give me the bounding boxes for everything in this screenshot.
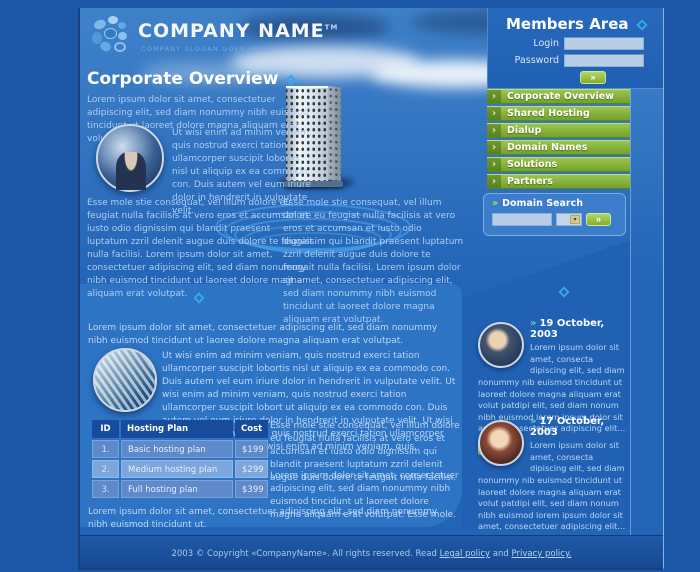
table-cell: Medium hosting plan — [121, 460, 233, 478]
table-cell: 2. — [92, 460, 119, 478]
nav-item-domain-names[interactable]: › Domain Names — [487, 140, 630, 155]
news-date: » 17 October, 2003 — [530, 416, 605, 438]
column-header-plan: Hosting Plan — [121, 420, 233, 438]
trademark: TM — [324, 23, 339, 32]
chevron-right-icon: › — [487, 90, 501, 103]
domain-search-input[interactable] — [492, 213, 552, 226]
news-item: » 17 October, 2003 Lorem ipsum dolor sit … — [478, 416, 628, 554]
webpage: COMPANY NAMETM COMPANY SLOGAN GOES HERE … — [78, 8, 664, 570]
page-footer: 2003 © Copyright «CompanyName». All righ… — [80, 535, 663, 568]
news-text: Lorem ipsum dolor sit amet, consecta dip… — [478, 342, 626, 434]
building-photo — [93, 348, 157, 412]
panel-bottom-text: Lorem ipsum dolor sit amet, consectetuer… — [88, 507, 438, 531]
hosting-plans-table: ID Hosting Plan Cost 1. Basic hosting pl… — [92, 420, 268, 498]
news-text: Lorem ipsum dolor sit amet, consecta dip… — [478, 440, 626, 532]
legal-policy-link[interactable]: Legal policy — [439, 549, 491, 559]
members-area-panel: Members Area Login Password » — [487, 8, 663, 89]
cloud — [140, 62, 270, 84]
column-header-cost: Cost — [235, 420, 268, 438]
company-logo[interactable]: COMPANY NAMETM COMPANY SLOGAN GOES HERE — [90, 14, 338, 54]
chevron-right-icon: › — [487, 175, 501, 188]
domain-search-title: » Domain Search — [492, 198, 583, 209]
login-submit-button[interactable]: » — [580, 71, 606, 84]
panel-side-text-2: Lorem ipsum dolor sit amet, consectetuer… — [270, 471, 459, 521]
logo-text: COMPANY NAMETM COMPANY SLOGAN GOES HERE — [138, 14, 338, 54]
column-header-id: ID — [92, 420, 119, 438]
table-cell: $299 — [235, 460, 268, 478]
panel-intro-text: Lorem ipsum dolor sit amet, consectetuer… — [88, 323, 438, 347]
domain-search-panel: » Domain Search ▾ » — [483, 193, 626, 236]
chevron-right-icon: › — [487, 158, 501, 171]
double-arrow-icon: » — [530, 416, 537, 427]
news-photo-woman — [478, 420, 524, 466]
copyright-text: 2003 © Copyright «CompanyName». All righ… — [171, 549, 440, 559]
company-name: COMPANY NAME — [138, 20, 325, 42]
domain-search-button[interactable]: » — [586, 213, 611, 226]
table-cell: $199 — [235, 440, 268, 458]
login-label: Login — [533, 38, 559, 49]
company-slogan: COMPANY SLOGAN GOES HERE — [141, 45, 272, 53]
chevron-right-icon: › — [487, 124, 501, 137]
diamond-icon — [635, 19, 648, 31]
news-date: » 19 October, 2003 — [530, 318, 605, 340]
businessman-photo — [96, 124, 164, 192]
orbit-rings-graphic — [215, 204, 411, 254]
nav-item-solutions[interactable]: › Solutions — [487, 157, 630, 172]
chevron-right-icon: › — [487, 107, 501, 120]
dropdown-arrow-icon[interactable]: ▾ — [570, 215, 580, 224]
nav-item-corporate-overview[interactable]: › Corporate Overview — [487, 89, 630, 104]
overview-paragraph-3: Esse mole stie consequat, vel illum dolo… — [87, 198, 313, 300]
double-arrow-icon: » — [530, 318, 537, 329]
table-cell: $399 — [235, 480, 268, 498]
nav-item-partners[interactable]: › Partners — [487, 174, 630, 189]
page-title: Corporate Overview — [87, 69, 298, 89]
domain-tld-select[interactable]: ▾ — [556, 213, 582, 226]
overview-paragraph-2: Ut wisi enim ad minim veniam, quis nostr… — [172, 128, 312, 217]
table-cell: Full hosting plan — [121, 480, 233, 498]
news-item: » 19 October, 2003 Lorem ipsum dolor sit … — [478, 318, 628, 456]
content-panel: Lorem ipsum dolor sit amet, consectetuer… — [80, 284, 462, 530]
table-cell: Basic hosting plan — [121, 440, 233, 458]
double-arrow-icon: » — [492, 198, 499, 209]
password-input[interactable] — [564, 54, 644, 67]
dark-cloud — [240, 14, 390, 40]
password-label: Password — [514, 55, 559, 66]
diamond-icon — [285, 74, 298, 86]
main-navigation: › Corporate Overview › Shared Hosting › … — [487, 89, 630, 189]
news-photo-man-on-phone — [478, 322, 524, 368]
privacy-policy-link[interactable]: Privacy policy. — [511, 549, 572, 559]
overview-paragraph-4: Esse mole stie consequat, vel illum dolo… — [283, 198, 464, 326]
logo-globe-icon — [90, 14, 130, 54]
panel-side-text-1: Esse mole stie consequat, vel illum dolo… — [270, 421, 460, 484]
nav-item-dialup[interactable]: › Dialup — [487, 123, 630, 138]
panel-body-text: Ut wisi enim ad minim veniam, quis nostr… — [162, 351, 456, 453]
table-cell: 1. — [92, 440, 119, 458]
login-input[interactable] — [564, 37, 644, 50]
and-text: and — [490, 549, 512, 559]
members-area-title: Members Area — [506, 15, 648, 33]
nav-item-shared-hosting[interactable]: › Shared Hosting — [487, 106, 630, 121]
right-margin-strip — [630, 88, 663, 568]
chevron-right-icon: › — [487, 141, 501, 154]
table-cell: 3. — [92, 480, 119, 498]
